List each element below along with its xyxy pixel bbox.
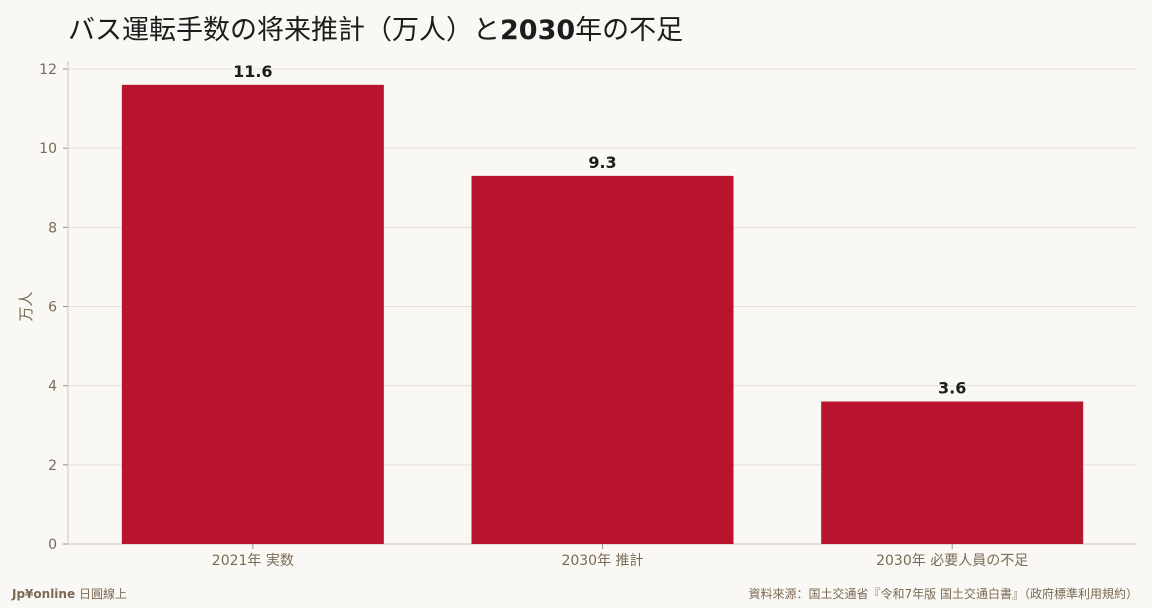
y-axis-label: 万人: [17, 291, 35, 321]
chart-title: バス運転手数の将来推計（万人）と2030年の不足: [68, 8, 683, 47]
y-tick-label: 0: [48, 537, 57, 553]
data-label: 3.6: [938, 379, 966, 398]
brand-name: Jp¥online: [12, 587, 76, 601]
brand-suffix: 日圓線上: [78, 587, 127, 601]
data-label: 9.3: [588, 153, 616, 172]
chart-title-year: 2030: [500, 15, 576, 46]
y-tick-label: 10: [39, 141, 57, 157]
y-tick-label: 6: [48, 300, 57, 316]
bar: [121, 84, 384, 544]
data-label: 11.6: [233, 62, 272, 81]
chart-title-suffix: 年の不足: [575, 15, 684, 46]
y-tick-label: 8: [48, 220, 57, 236]
chart-title-main: バス運転手数の将来推計（万人）と: [68, 15, 500, 46]
source-note: 資料來源：国土交通省『令和7年版 国土交通白書』（政府標準利用規約）: [748, 587, 1138, 601]
y-tick-label: 4: [48, 379, 57, 395]
x-tick-label: 2030年 必要人員の不足: [876, 553, 1028, 569]
bar: [821, 401, 1084, 544]
footer-brand: Jp¥online 日圓線上: [12, 585, 127, 602]
x-tick-label: 2021年 実数: [212, 553, 294, 569]
labels: 11.6 2021年 実数 9.3 2030年 推計 3.6 2030年 必要人員の不足: [212, 62, 1028, 569]
bars: [121, 84, 1084, 544]
bar: [471, 175, 734, 544]
y-tick-label: 2: [48, 458, 57, 474]
y-tick-label: 12: [39, 62, 57, 78]
x-tick-label: 2030年 推計: [561, 553, 643, 569]
